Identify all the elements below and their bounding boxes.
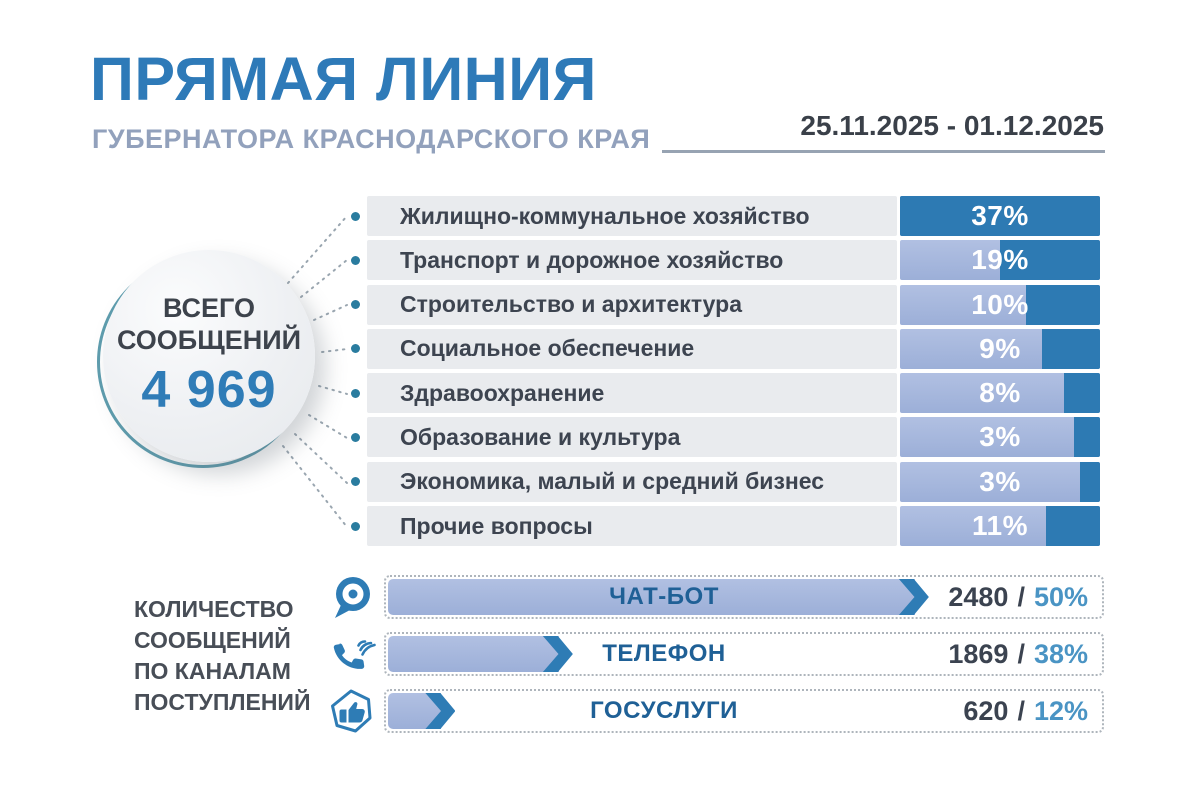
chat-bot-icon xyxy=(326,573,376,621)
channel-bar-fill xyxy=(388,636,559,672)
channel-bar-track xyxy=(388,636,1100,672)
table-row: Образование и культура 3% xyxy=(340,417,1100,458)
table-row: Транспорт и дорожное хозяйство 19% xyxy=(340,240,1100,281)
circle-body: ВСЕГО СООБЩЕНИЙ 4 969 xyxy=(103,250,315,462)
topic-label: Транспорт и дорожное хозяйство xyxy=(367,240,897,281)
channel-box: ТЕЛЕФОН 1869 / 38% xyxy=(384,632,1104,676)
list-item: ЧАТ-БОТ 2480 / 50% xyxy=(326,575,1104,619)
channel-label: ЧАТ-БОТ xyxy=(609,583,719,610)
bullet-dot-icon xyxy=(351,211,360,221)
channel-label: ТЕЛЕФОН xyxy=(602,640,726,667)
bullet-dot-icon xyxy=(351,432,360,442)
channel-bar-track xyxy=(388,579,1100,615)
topic-percent: 19% xyxy=(971,244,1029,276)
bullet-dot-icon xyxy=(351,300,360,310)
channel-percent: 50% xyxy=(1033,581,1088,612)
gosuslugi-icon xyxy=(326,687,376,735)
channel-percent: 38% xyxy=(1033,638,1088,669)
channels-bar-chart: ЧАТ-БОТ 2480 / 50% xyxy=(326,575,1104,733)
channel-numbers: 2480 / 50% xyxy=(948,577,1088,617)
table-row: Строительство и архитектура 10% xyxy=(340,284,1100,325)
topic-percent: 3% xyxy=(979,421,1021,453)
table-row: Здравоохранение 8% xyxy=(340,373,1100,414)
topic-label: Строительство и архитектура xyxy=(367,284,897,325)
channel-separator: / xyxy=(1017,695,1025,726)
topic-label: Здравоохранение xyxy=(367,373,897,414)
channel-count: 1869 xyxy=(948,638,1009,669)
topic-bar: 37% xyxy=(900,196,1100,236)
channel-numbers: 1869 / 38% xyxy=(948,634,1088,674)
page-title: ПРЯМАЯ ЛИНИЯ xyxy=(90,45,597,113)
topic-bar-fill xyxy=(1080,461,1100,502)
channel-count: 2480 xyxy=(948,581,1009,612)
topic-percent: 10% xyxy=(971,288,1029,320)
topic-percent: 9% xyxy=(979,332,1021,364)
phone-icon xyxy=(326,630,376,678)
topic-bar: 3% xyxy=(900,461,1100,502)
channels-heading: КОЛИЧЕСТВО СООБЩЕНИЙ ПО КАНАЛАМ ПОСТУПЛЕ… xyxy=(134,596,311,715)
topic-percent: 8% xyxy=(979,377,1021,409)
table-row: Жилищно-коммунальное хозяйство 37% xyxy=(340,196,1100,236)
topic-label: Жилищно-коммунальное хозяйство xyxy=(367,196,897,236)
topic-bar: 10% xyxy=(900,284,1100,325)
channel-box: ЧАТ-БОТ 2480 / 50% xyxy=(384,575,1104,619)
topic-label: Образование и культура xyxy=(367,417,897,458)
topic-percent: 11% xyxy=(972,510,1028,542)
table-row: Прочие вопросы 11% xyxy=(340,506,1100,547)
table-row: Социальное обеспечение 9% xyxy=(340,328,1100,369)
topic-bar: 9% xyxy=(900,328,1100,369)
total-messages-badge: ВСЕГО СООБЩЕНИЙ 4 969 xyxy=(97,250,315,468)
channel-bar-fill xyxy=(388,579,915,615)
bullet-dot-icon xyxy=(351,388,360,398)
bullet-dot-icon xyxy=(351,344,360,354)
page-subtitle: ГУБЕРНАТОРА КРАСНОДАРСКОГО КРАЯ xyxy=(92,124,651,154)
channel-bar-track xyxy=(388,693,1100,729)
topic-bar: 8% xyxy=(900,373,1100,414)
bullet-dot-icon xyxy=(351,521,360,531)
date-range: 25.11.2025 - 01.12.2025 xyxy=(800,110,1104,141)
topic-bar-fill xyxy=(1026,284,1100,325)
list-item: ГОСУСЛУГИ 620 / 12% xyxy=(326,689,1104,733)
topic-bar-fill xyxy=(1064,373,1100,414)
channel-separator: / xyxy=(1017,581,1025,612)
total-value: 4 969 xyxy=(141,361,277,420)
topic-percent: 3% xyxy=(979,465,1021,497)
table-row: Экономика, малый и средний бизнес 3% xyxy=(340,461,1100,502)
header-rule xyxy=(662,150,1105,153)
channel-separator: / xyxy=(1017,638,1025,669)
topic-label: Экономика, малый и средний бизнес xyxy=(367,461,897,502)
topic-bar-fill xyxy=(1042,328,1100,369)
topic-bar-fill xyxy=(900,196,1100,236)
topic-bar-fill xyxy=(1046,506,1100,547)
topic-bar: 19% xyxy=(900,240,1100,281)
channel-numbers: 620 / 12% xyxy=(963,691,1088,731)
topic-bar-fill xyxy=(1074,417,1100,458)
bullet-dot-icon xyxy=(351,255,360,265)
topic-label: Социальное обеспечение xyxy=(367,328,897,369)
channel-label: ГОСУСЛУГИ xyxy=(590,697,738,724)
topic-bar: 3% xyxy=(900,417,1100,458)
channel-count: 620 xyxy=(963,695,1009,726)
topic-bar: 11% xyxy=(900,506,1100,547)
channel-box: ГОСУСЛУГИ 620 / 12% xyxy=(384,689,1104,733)
channel-percent: 12% xyxy=(1033,695,1088,726)
total-label-line2: СООБЩЕНИЙ xyxy=(116,325,302,355)
topic-bar-fill xyxy=(1000,240,1100,281)
topic-percent: 37% xyxy=(971,200,1029,231)
topic-label: Прочие вопросы xyxy=(367,506,897,547)
bullet-dot-icon xyxy=(351,477,360,487)
total-label-line1: ВСЕГО xyxy=(163,292,255,323)
topics-bar-chart: Жилищно-коммунальное хозяйство 37% Транс… xyxy=(340,196,1100,547)
list-item: ТЕЛЕФОН 1869 / 38% xyxy=(326,632,1104,676)
